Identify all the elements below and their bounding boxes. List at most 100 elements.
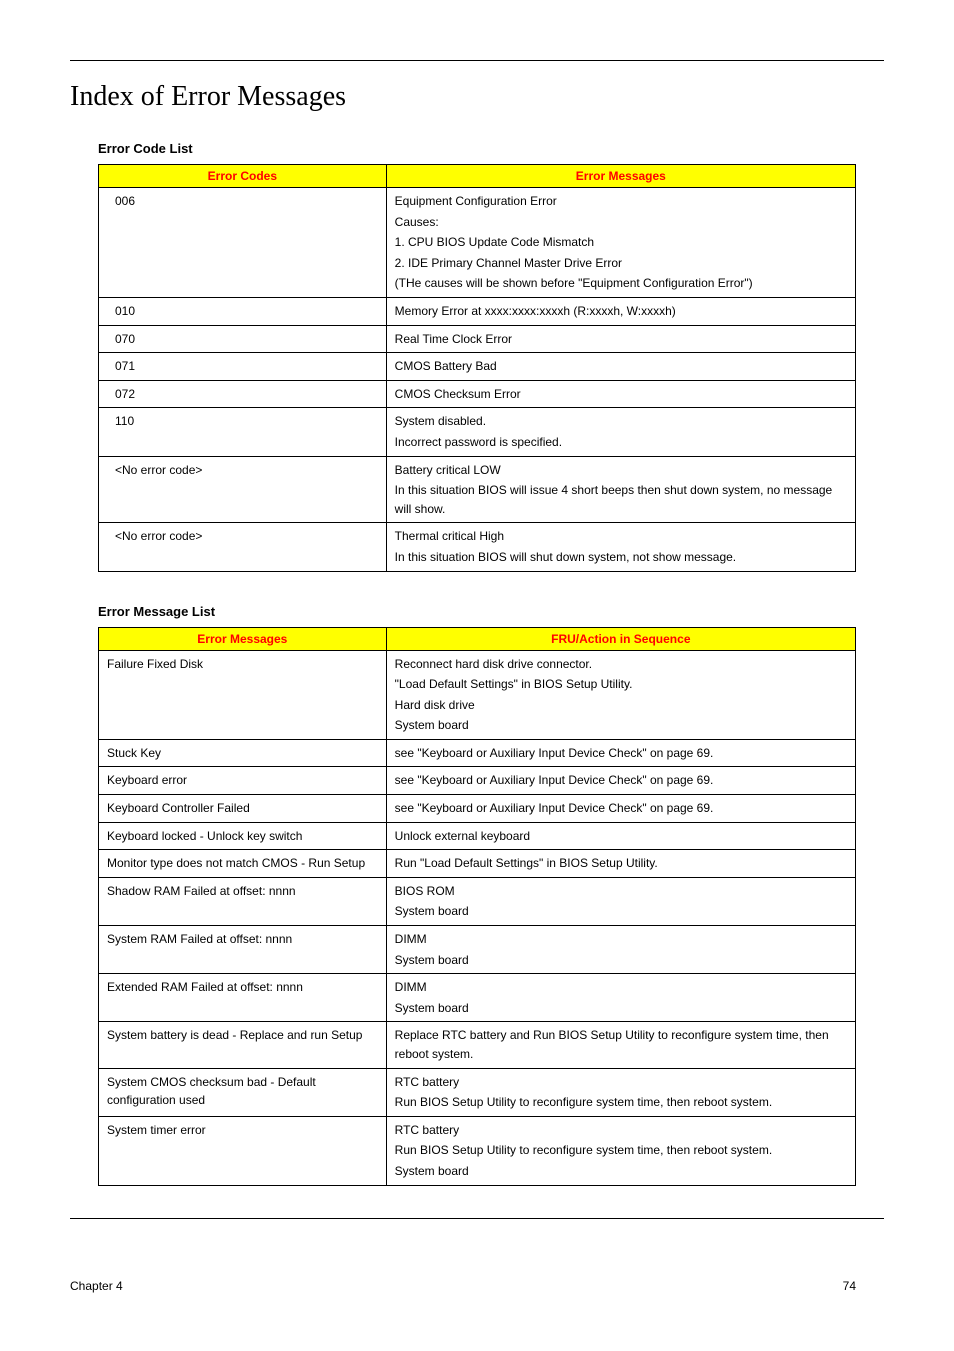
message-cell: Equipment Configuration Error Causes:1. C… — [386, 188, 855, 298]
table-row: 072 CMOS Checksum Error — [99, 380, 856, 408]
message-line: Run "Load Default Settings" in BIOS Setu… — [395, 854, 847, 873]
message-line: "Load Default Settings" in BIOS Setup Ut… — [395, 675, 847, 694]
message-cell: see "Keyboard or Auxiliary Input Device … — [386, 795, 855, 823]
code-cell: Monitor type does not match CMOS - Run S… — [99, 850, 387, 878]
message-cell: CMOS Checksum Error — [386, 380, 855, 408]
page-footer: Chapter 4 74 — [70, 1279, 856, 1293]
message-cell: DIMM System board — [386, 926, 855, 974]
code-cell: Failure Fixed Disk — [99, 650, 387, 739]
table-row: Monitor type does not match CMOS - Run S… — [99, 850, 856, 878]
code-cell: <No error code> — [99, 456, 387, 523]
table-row: Keyboard locked - Unlock key switch Unloc… — [99, 822, 856, 850]
message-line: see "Keyboard or Auxiliary Input Device … — [395, 799, 847, 818]
message-cell: see "Keyboard or Auxiliary Input Device … — [386, 739, 855, 767]
message-line: System board — [395, 716, 847, 735]
table2-header-messages: Error Messages — [99, 627, 387, 650]
code-cell: Shadow RAM Failed at offset: nnnn — [99, 877, 387, 925]
message-line: CMOS Checksum Error — [395, 385, 847, 404]
message-line: System board — [395, 951, 847, 970]
table-row: Failure Fixed DiskReconnect hard disk dr… — [99, 650, 856, 739]
code-cell: 071 — [99, 353, 387, 381]
code-cell: System timer error — [99, 1116, 387, 1185]
footer-chapter: Chapter 4 — [70, 1279, 123, 1293]
message-line: 1. CPU BIOS Update Code Mismatch — [395, 233, 847, 252]
table-row: 070 Real Time Clock Error — [99, 325, 856, 353]
message-line: (THe causes will be shown before "Equipm… — [395, 274, 847, 293]
table-row: 010 Memory Error at xxxx:xxxx:xxxxh (R:xx… — [99, 297, 856, 325]
message-line: Thermal critical High — [395, 527, 847, 546]
error-code-table: Error Codes Error Messages 006Equipment … — [98, 164, 856, 572]
message-line: Causes: — [395, 213, 847, 232]
table1-header-messages: Error Messages — [386, 165, 855, 188]
message-line: Battery critical LOW — [395, 461, 847, 480]
message-cell: DIMM System board — [386, 974, 855, 1022]
code-cell: 070 — [99, 325, 387, 353]
message-cell: RTC batteryRun BIOS Setup Utility to rec… — [386, 1068, 855, 1116]
message-line: RTC battery — [395, 1073, 847, 1092]
message-line: see "Keyboard or Auxiliary Input Device … — [395, 771, 847, 790]
code-cell: Keyboard Controller Failed — [99, 795, 387, 823]
table2-header-action: FRU/Action in Sequence — [386, 627, 855, 650]
message-line: Reconnect hard disk drive connector. — [395, 655, 847, 674]
footer-page-number: 74 — [843, 1279, 856, 1293]
message-cell: Run "Load Default Settings" in BIOS Setu… — [386, 850, 855, 878]
message-line: Replace RTC battery and Run BIOS Setup U… — [395, 1026, 847, 1063]
message-line: Equipment Configuration Error — [395, 192, 847, 211]
message-cell: BIOS ROMSystem board — [386, 877, 855, 925]
message-cell: RTC batteryRun BIOS Setup Utility to rec… — [386, 1116, 855, 1185]
table-row: Keyboard error see "Keyboard or Auxiliary… — [99, 767, 856, 795]
message-line: Incorrect password is specified. — [395, 433, 847, 452]
code-cell: 072 — [99, 380, 387, 408]
message-cell: Replace RTC battery and Run BIOS Setup U… — [386, 1022, 855, 1068]
message-line: 2. IDE Primary Channel Master Drive Erro… — [395, 254, 847, 273]
table-row: 006 Equipment Configuration Error Causes:1… — [99, 188, 856, 298]
table-row: System CMOS checksum bad - Default confi… — [99, 1068, 856, 1116]
message-line: RTC battery — [395, 1121, 847, 1140]
top-rule — [70, 60, 884, 61]
table-row: System battery is dead - Replace and run… — [99, 1022, 856, 1068]
table-row: <No error code> Thermal critical High In t… — [99, 523, 856, 571]
table-row: System timer errorRTC batteryRun BIOS Se… — [99, 1116, 856, 1185]
message-cell: see "Keyboard or Auxiliary Input Device … — [386, 767, 855, 795]
error-message-table: Error Messages FRU/Action in Sequence Fa… — [98, 627, 856, 1186]
table-row: Stuck Key see "Keyboard or Auxiliary Inpu… — [99, 739, 856, 767]
table-row: 071 CMOS Battery Bad — [99, 353, 856, 381]
table1-header-codes: Error Codes — [99, 165, 387, 188]
message-cell: Real Time Clock Error — [386, 325, 855, 353]
code-cell: 010 — [99, 297, 387, 325]
code-cell: System CMOS checksum bad - Default confi… — [99, 1068, 387, 1116]
code-cell: Keyboard locked - Unlock key switch — [99, 822, 387, 850]
table-row: 110System disabled.Incorrect password is… — [99, 408, 856, 456]
code-cell: System RAM Failed at offset: nnnn — [99, 926, 387, 974]
message-line: CMOS Battery Bad — [395, 357, 847, 376]
message-line: System disabled. — [395, 412, 847, 431]
message-line: Real Time Clock Error — [395, 330, 847, 349]
message-line: Memory Error at xxxx:xxxx:xxxxh (R:xxxxh… — [395, 302, 847, 321]
message-cell: Memory Error at xxxx:xxxx:xxxxh (R:xxxxh… — [386, 297, 855, 325]
table-row: Extended RAM Failed at offset: nnnn DIMM S… — [99, 974, 856, 1022]
code-cell: Keyboard error — [99, 767, 387, 795]
footer-rule — [70, 1218, 884, 1219]
table1-title: Error Code List — [98, 141, 884, 156]
table-row: Shadow RAM Failed at offset: nnnnBIOS RO… — [99, 877, 856, 925]
table2-title: Error Message List — [98, 604, 884, 619]
message-line: DIMM — [395, 978, 847, 997]
message-line: DIMM — [395, 930, 847, 949]
code-cell: System battery is dead - Replace and run… — [99, 1022, 387, 1068]
message-line: Run BIOS Setup Utility to reconfigure sy… — [395, 1093, 847, 1112]
message-line: In this situation BIOS will issue 4 shor… — [395, 481, 847, 518]
message-line: System board — [395, 999, 847, 1018]
message-cell: Thermal critical High In this situation B… — [386, 523, 855, 571]
message-line: BIOS ROM — [395, 882, 847, 901]
message-line: System board — [395, 1162, 847, 1181]
table-row: Keyboard Controller Failed see "Keyboard … — [99, 795, 856, 823]
code-cell: Stuck Key — [99, 739, 387, 767]
message-line: Unlock external keyboard — [395, 827, 847, 846]
code-cell: 006 — [99, 188, 387, 298]
message-cell: Reconnect hard disk drive connector."Loa… — [386, 650, 855, 739]
message-line: In this situation BIOS will shut down sy… — [395, 548, 847, 567]
code-cell: <No error code> — [99, 523, 387, 571]
code-cell: Extended RAM Failed at offset: nnnn — [99, 974, 387, 1022]
message-line: see "Keyboard or Auxiliary Input Device … — [395, 744, 847, 763]
message-line: Hard disk drive — [395, 696, 847, 715]
